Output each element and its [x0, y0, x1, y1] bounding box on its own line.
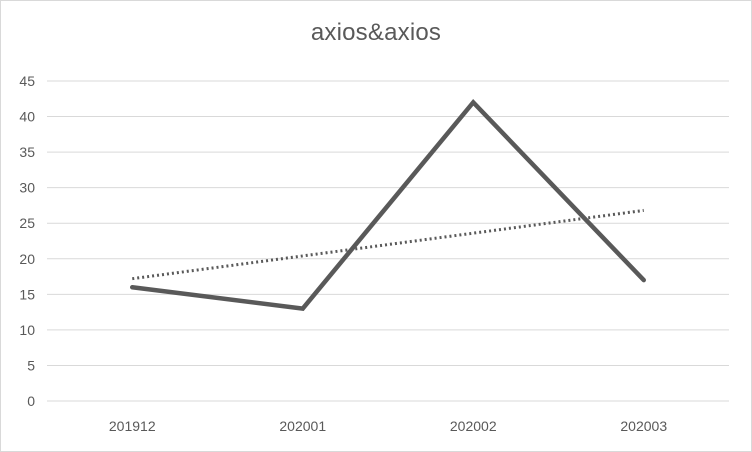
x-tick-label: 202002 — [450, 418, 497, 434]
y-tick-label: 20 — [19, 251, 35, 267]
y-tick-label: 25 — [19, 215, 35, 231]
y-tick-label: 35 — [19, 144, 35, 160]
y-tick-label: 10 — [19, 322, 35, 338]
y-tick-label: 30 — [19, 180, 35, 196]
y-tick-label: 40 — [19, 109, 35, 125]
x-tick-label: 202001 — [279, 418, 326, 434]
y-tick-label: 0 — [27, 393, 35, 409]
chart-title: axios&axios — [310, 19, 442, 46]
y-tick-label: 5 — [27, 357, 35, 373]
y-tick-label: 15 — [19, 286, 35, 302]
y-tick-label: 45 — [19, 73, 35, 89]
x-tick-label: 201912 — [109, 418, 156, 434]
series-line — [130, 98, 646, 311]
x-tick-label: 202003 — [620, 418, 667, 434]
trendline — [132, 208, 644, 281]
